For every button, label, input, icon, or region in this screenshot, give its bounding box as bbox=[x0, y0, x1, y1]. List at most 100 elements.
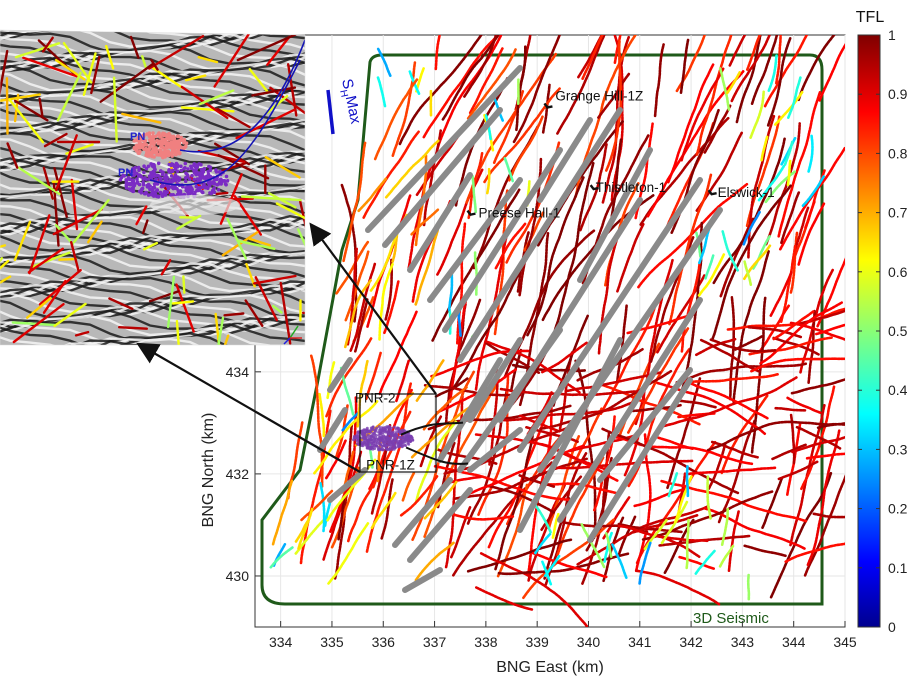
microseismic-event bbox=[353, 436, 357, 440]
inset-event-lower bbox=[194, 167, 198, 172]
inset-event-upper bbox=[173, 139, 177, 144]
inset-event-lower bbox=[173, 175, 177, 180]
inset-event-lower bbox=[154, 177, 159, 181]
inset-event-lower bbox=[219, 182, 223, 186]
inset-fault-stick bbox=[112, 76, 118, 143]
inset-event-lower bbox=[225, 179, 230, 183]
microseismic-event bbox=[392, 434, 396, 438]
x-tick-label: 338 bbox=[474, 634, 498, 650]
fault-trace bbox=[601, 427, 740, 495]
microseismic-event bbox=[361, 444, 365, 448]
inset-reflector bbox=[0, 296, 305, 321]
microseismic-event bbox=[393, 439, 397, 443]
fault-trace bbox=[552, 162, 595, 334]
fault-trace bbox=[805, 452, 845, 460]
lineament bbox=[392, 477, 453, 548]
inset-fault-stick bbox=[121, 112, 162, 124]
fault-trace bbox=[777, 460, 819, 481]
inset-fault-stick bbox=[13, 99, 49, 122]
fault-trace bbox=[685, 518, 690, 570]
microseismic-event bbox=[370, 446, 374, 450]
inset-fault-stick bbox=[42, 279, 67, 314]
inset-event-upper bbox=[166, 149, 170, 153]
fault-trace bbox=[797, 35, 836, 102]
inset-event-upper bbox=[138, 144, 143, 149]
colorbar-title: TFL bbox=[856, 9, 885, 26]
fault-trace bbox=[451, 257, 528, 391]
inset-shadow bbox=[150, 195, 240, 215]
inset-event-upper bbox=[165, 145, 169, 150]
microseismic-event bbox=[382, 443, 386, 447]
microseismic-event bbox=[364, 442, 368, 446]
fault-trace bbox=[468, 47, 504, 115]
fault-trace bbox=[685, 464, 690, 498]
fault-trace bbox=[581, 35, 604, 80]
inset-event-lower bbox=[142, 170, 146, 175]
inset-well-trace bbox=[149, 39, 305, 186]
microseismic-event bbox=[362, 428, 366, 432]
fault-trace bbox=[697, 253, 726, 297]
fault-trace bbox=[473, 251, 478, 296]
inset-event-upper bbox=[150, 136, 154, 141]
inset-fault-stick bbox=[22, 56, 80, 78]
fault-trace bbox=[454, 457, 588, 500]
fault-trace bbox=[786, 396, 822, 414]
fault-trace bbox=[611, 543, 628, 579]
fault-trace bbox=[678, 555, 715, 570]
well-label: Thistleton-1 bbox=[596, 180, 667, 195]
inset-fault-stick bbox=[56, 71, 82, 122]
inset-event-upper bbox=[165, 136, 169, 141]
fault-trace bbox=[380, 478, 394, 540]
inset-fault-stick bbox=[129, 35, 140, 59]
inset-event-lower bbox=[202, 166, 207, 171]
inset-fault-stick bbox=[148, 290, 180, 303]
inset-fault-stick bbox=[184, 74, 207, 82]
fault-trace bbox=[632, 514, 699, 534]
inset-event-lower bbox=[152, 193, 157, 198]
inset-fault-stick bbox=[264, 155, 301, 179]
inset-fault-stick bbox=[216, 107, 251, 129]
colorbar-tick-label: 0.8 bbox=[888, 145, 908, 161]
inset-fault-stick bbox=[12, 303, 65, 344]
well-trajectory bbox=[405, 446, 469, 465]
fault-trace bbox=[695, 35, 733, 156]
seismic-3d-inset: PN PN bbox=[0, 30, 305, 345]
inset-event-lower bbox=[175, 165, 180, 169]
microseismic-event bbox=[394, 432, 398, 436]
inset-reflector bbox=[0, 337, 305, 345]
fault-trace bbox=[759, 303, 791, 352]
inset-reflector bbox=[0, 253, 305, 276]
lineament bbox=[382, 107, 503, 248]
inset-reflector bbox=[0, 60, 305, 88]
fault-trace bbox=[790, 378, 845, 395]
inset-fault-stick bbox=[223, 312, 245, 317]
inset-fault-stick bbox=[218, 334, 230, 345]
zoom-arrows bbox=[136, 222, 437, 473]
fault-trace bbox=[794, 206, 810, 250]
inset-event-upper bbox=[147, 134, 152, 139]
fault-trace bbox=[564, 371, 662, 393]
fault-trace bbox=[376, 47, 392, 77]
fault-trace bbox=[483, 87, 561, 184]
lineament bbox=[442, 147, 563, 333]
y-tick-label: 434 bbox=[226, 364, 250, 380]
inset-fault-stick bbox=[217, 154, 270, 180]
inset-event-upper bbox=[158, 139, 162, 144]
inset-fault-stick bbox=[0, 259, 10, 300]
inset-label-lower: PN bbox=[118, 167, 133, 179]
inset-reflector bbox=[0, 53, 305, 80]
fault-trace bbox=[772, 310, 815, 341]
fault-trace bbox=[531, 551, 609, 579]
microseismic-event bbox=[356, 430, 360, 434]
fault-trace bbox=[373, 78, 419, 161]
microseismic-event bbox=[380, 447, 384, 451]
colorbar: TFL 0 0.1 0.2 0.3 0.4 0.5 0.6 0.7 0.8 0.9 1 bbox=[856, 9, 908, 635]
microseismic-event bbox=[399, 436, 403, 440]
fault-trace bbox=[789, 321, 845, 341]
microseismic-event bbox=[380, 426, 384, 430]
inset-event-lower bbox=[218, 177, 223, 182]
inset-fault-stick bbox=[108, 297, 134, 311]
inset-fault-stick bbox=[38, 97, 44, 117]
inset-fault-stick bbox=[53, 302, 87, 328]
fault-trace bbox=[597, 239, 618, 355]
